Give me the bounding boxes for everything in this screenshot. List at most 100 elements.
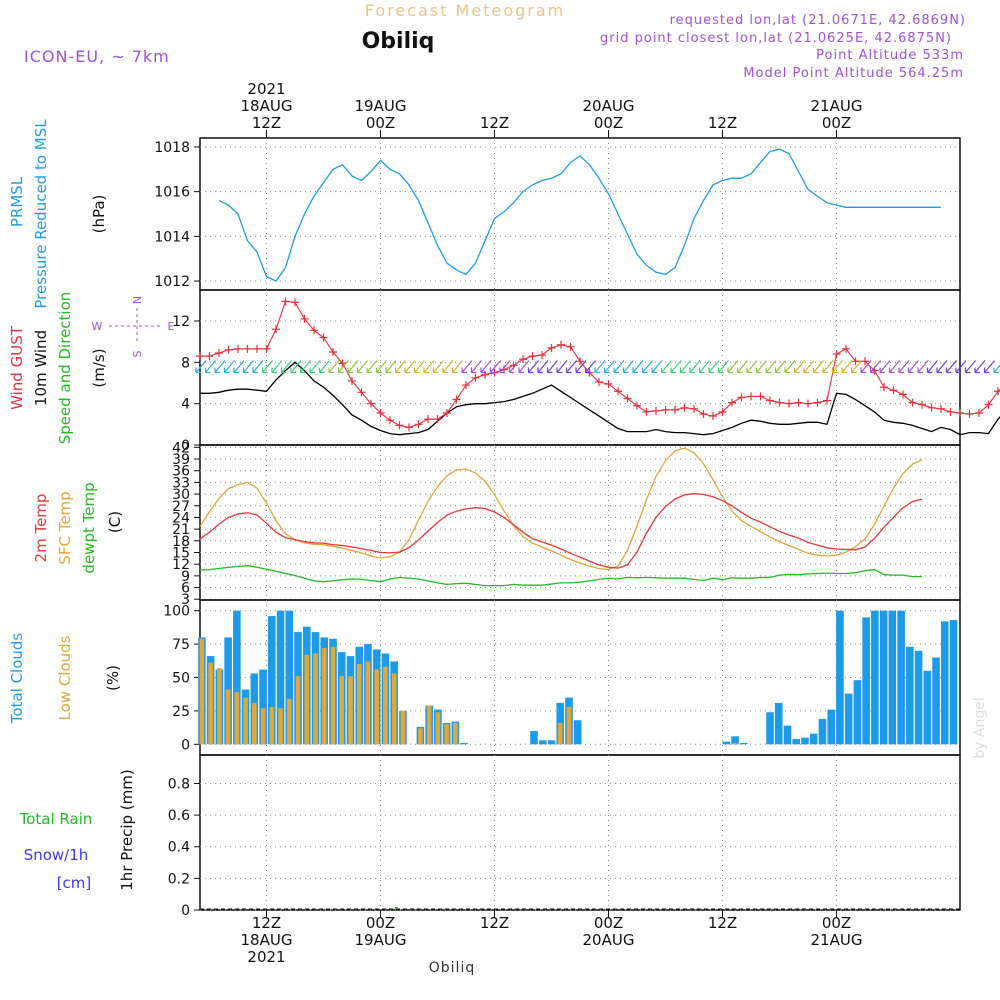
- gust-marker: [975, 408, 983, 417]
- point-altitude: Point Altitude 533m: [816, 48, 964, 63]
- wind-direction-arrow: [879, 360, 891, 374]
- wind-direction-arrow: [613, 360, 625, 374]
- gust-marker: [357, 388, 366, 397]
- temperature-ytick-label: 9: [181, 569, 190, 585]
- model-point-altitude: Model Point Altitude 564.25m: [743, 66, 964, 81]
- total-clouds-bar: [792, 738, 801, 745]
- gust-marker: [272, 325, 280, 334]
- wind-direction-arrow: [841, 360, 853, 374]
- total-clouds-bar: [888, 610, 897, 745]
- wind-direction-arrow: [755, 360, 767, 374]
- total-clouds-bar: [573, 720, 582, 745]
- pressure-ytick-label: 1012: [154, 274, 190, 290]
- low-clouds-bar: [348, 676, 353, 745]
- low-clouds-bar: [374, 669, 379, 745]
- wind-direction-arrow: [698, 360, 710, 374]
- wind-direction-arrow: [603, 360, 615, 374]
- low-clouds-bar: [339, 676, 345, 745]
- gust-marker: [908, 398, 917, 407]
- total-clouds-bar: [818, 718, 827, 745]
- wind-direction-arrow: [432, 360, 444, 374]
- wind-direction-arrow: [983, 360, 995, 374]
- low-clouds-bar: [557, 722, 563, 745]
- temperature-ytick-label: 15: [172, 545, 190, 561]
- temp-unit: (C): [106, 511, 124, 533]
- wind-direction-arrow: [480, 360, 492, 374]
- clouds-ytick-label: 0: [181, 737, 190, 753]
- wind-direction-arrow: [518, 360, 530, 374]
- wind-direction-arrow: [822, 360, 834, 374]
- low-clouds-bar: [321, 648, 327, 745]
- gust-marker: [367, 399, 375, 408]
- gust-marker: [994, 387, 1000, 396]
- pressure-line: [218, 148, 941, 282]
- wind10m-line: [200, 361, 1000, 436]
- temperature-ytick-label: 21: [172, 522, 190, 538]
- low-clouds-bar: [199, 638, 205, 745]
- gust-marker: [604, 380, 613, 389]
- wind-direction-arrow: [537, 360, 549, 374]
- total-clouds-bar: [739, 742, 748, 745]
- wind-direction-arrow: [442, 360, 454, 374]
- gust-marker: [253, 344, 261, 353]
- low-clouds-bar: [304, 654, 310, 745]
- compass-w: W: [92, 320, 103, 333]
- wind-label-10m: 10m Wind: [32, 330, 50, 406]
- wind-direction-arrow: [290, 360, 302, 374]
- gust-marker: [984, 400, 993, 409]
- product-title: Forecast Meteogram: [365, 1, 565, 20]
- bottom-time-label: 00Z: [366, 914, 395, 932]
- total-clouds-bar: [836, 610, 844, 745]
- gust-marker: [234, 344, 242, 353]
- bottom-time-label: 00Z: [822, 914, 851, 932]
- compass-s: S: [131, 350, 144, 357]
- wind-direction-arrow: [347, 360, 359, 374]
- low-clouds-bar: [287, 698, 292, 745]
- temperature-frame: [199, 444, 961, 601]
- temperature-ytick-label: 33: [172, 475, 190, 491]
- wind-direction-arrow: [622, 360, 634, 374]
- total-clouds-bar: [914, 650, 923, 745]
- total-clouds-bar: [932, 657, 940, 745]
- bottom-time-label: 12Z: [252, 914, 281, 932]
- low-clouds-bar: [295, 676, 301, 745]
- temperature-ytick-label: 39: [172, 452, 190, 468]
- gust-marker: [519, 355, 527, 364]
- wind-direction-arrow: [242, 360, 254, 374]
- wind-direction-arrow: [907, 360, 919, 374]
- wind-direction-arrow: [831, 360, 843, 374]
- wind-ytick-label: 8: [181, 355, 190, 371]
- total-clouds-bar: [879, 610, 888, 745]
- gust-marker: [832, 350, 841, 359]
- wind-direction-arrow: [812, 360, 824, 374]
- gust-marker: [680, 403, 689, 412]
- gust-marker: [405, 423, 413, 432]
- total-clouds-bar: [766, 712, 774, 745]
- wind-direction-arrow: [470, 360, 482, 374]
- model-label: ICON-EU, ~ 7km: [24, 47, 170, 66]
- gust-marker: [709, 412, 717, 421]
- total-clouds-bar: [844, 693, 853, 745]
- wind-direction-arrow: [318, 360, 330, 374]
- gust-marker: [595, 377, 603, 386]
- wind-direction-arrow: [204, 360, 216, 374]
- gust-marker: [728, 398, 736, 407]
- wind-direction-arrow: [261, 360, 273, 374]
- wind-direction-arrow: [926, 360, 938, 374]
- total-clouds-bar: [853, 680, 862, 745]
- wind-direction-arrow: [898, 360, 910, 374]
- rain-label: Total Rain: [19, 810, 93, 828]
- gust-marker: [547, 343, 556, 352]
- top-time-label: 19AUG: [355, 97, 407, 115]
- gust-marker: [471, 373, 480, 382]
- bottom-time-label: 00Z: [594, 914, 623, 932]
- pressure-ytick-label: 1018: [154, 140, 190, 156]
- precip-ytick-label: 0.2: [168, 871, 190, 887]
- gust-marker: [956, 408, 964, 417]
- temperature-ytick-label: 18: [172, 534, 190, 550]
- clouds-ytick-label: 75: [172, 637, 190, 653]
- wind-direction-arrow: [280, 360, 292, 374]
- gust-marker: [538, 351, 546, 360]
- gust-marker: [557, 340, 565, 349]
